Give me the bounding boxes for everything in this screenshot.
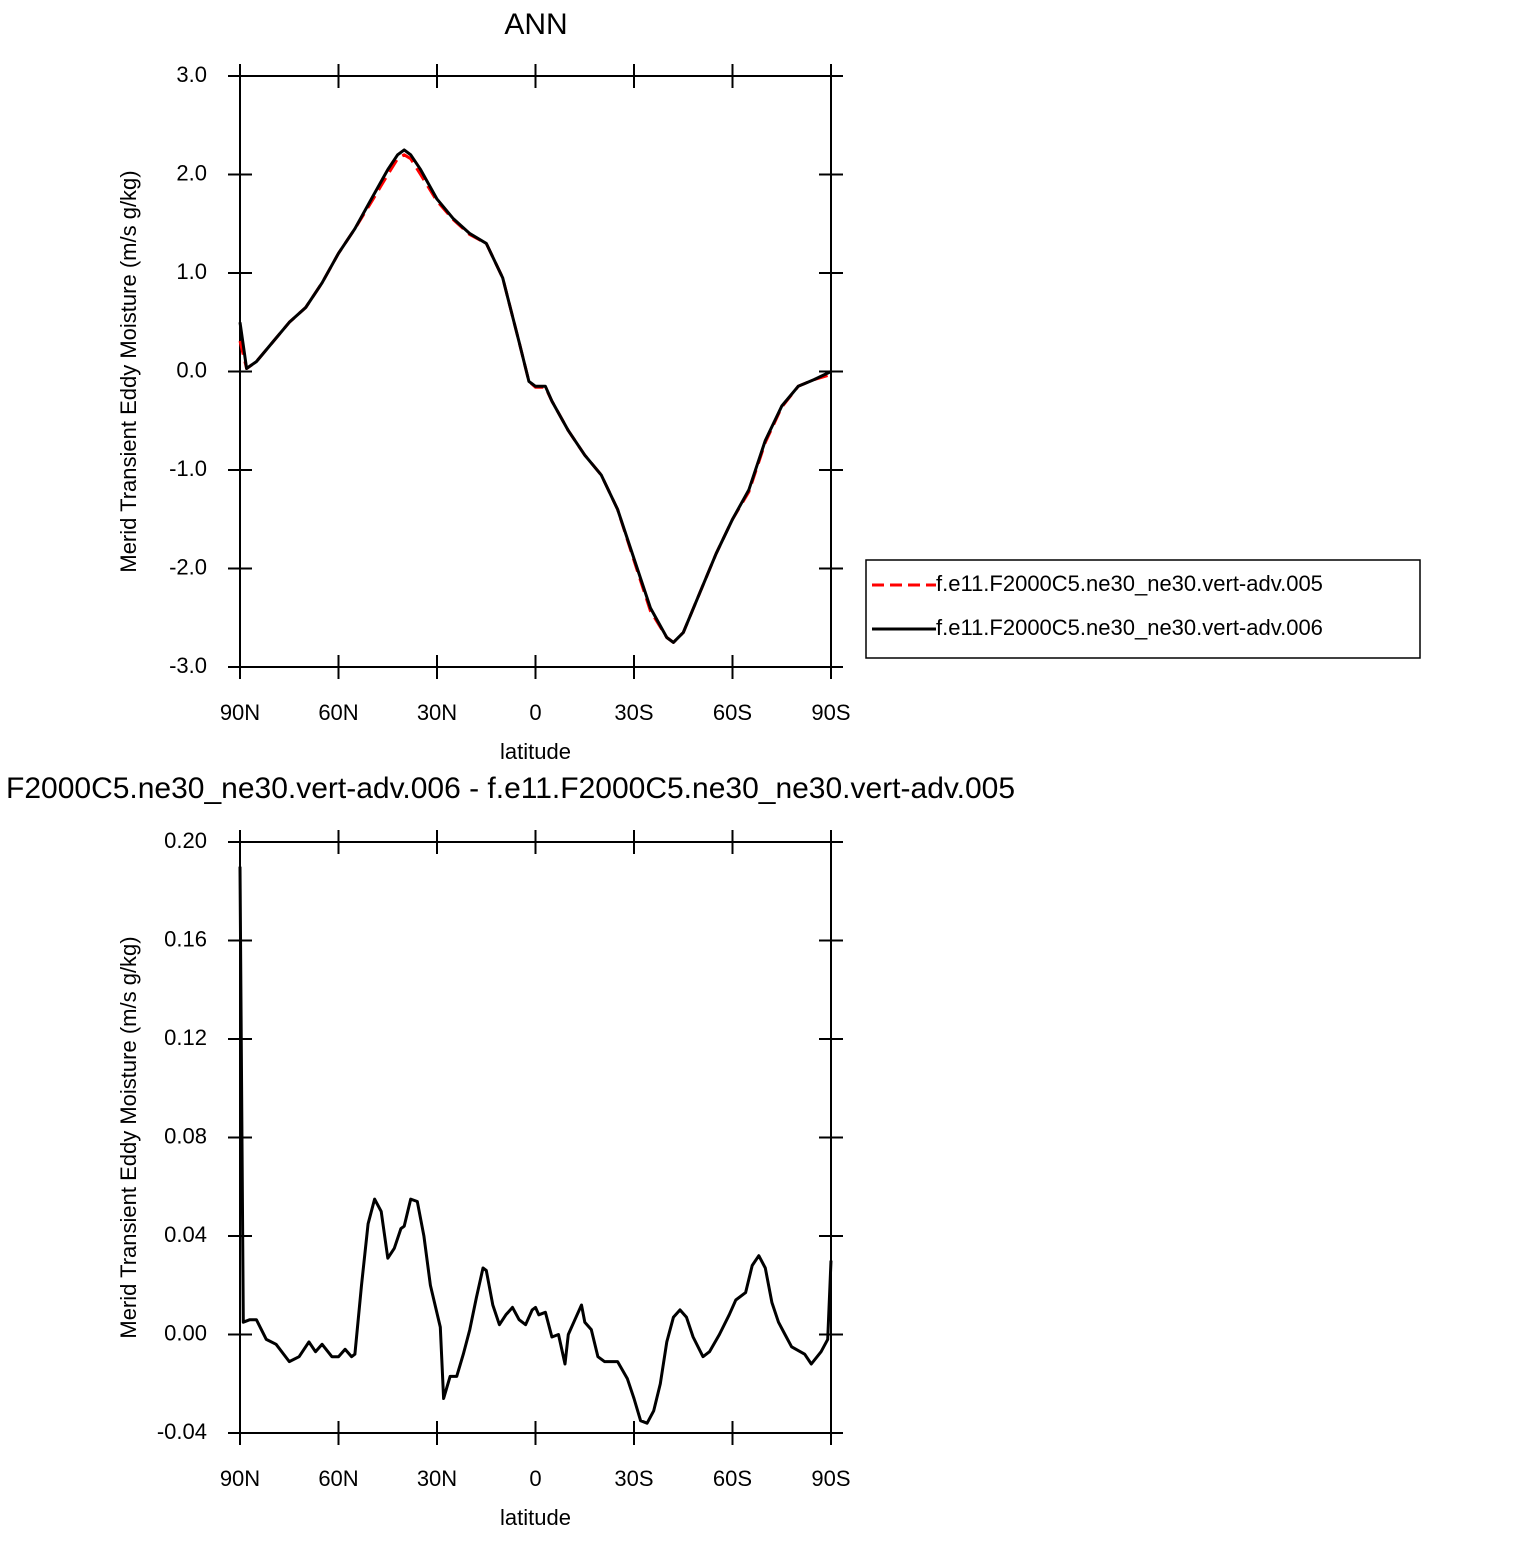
data-line [238, 153, 832, 644]
x-tick-label: 90S [811, 700, 850, 725]
x-tick-label: 90N [220, 700, 260, 725]
y-tick-label: 0.08 [164, 1123, 207, 1148]
legend-label: f.e11.F2000C5.ne30_ne30.vert-adv.006 [936, 615, 1323, 640]
legend-box [865, 559, 1421, 659]
y-tick-label: 0.12 [164, 1025, 207, 1050]
y-tick-label: 1.0 [176, 259, 207, 284]
x-tick-label: 60S [713, 1466, 752, 1491]
y-tick-label: 2.0 [176, 160, 207, 185]
y-tick-label: 0.00 [164, 1320, 207, 1345]
x-axis-label: latitude [500, 739, 571, 764]
y-tick-label: -3.0 [169, 653, 207, 678]
y-tick-label: -2.0 [169, 554, 207, 579]
y-tick-label: 0.20 [164, 828, 207, 853]
x-tick-label: 0 [529, 700, 541, 725]
x-tick-label: 30S [614, 700, 653, 725]
legend-label: f.e11.F2000C5.ne30_ne30.vert-adv.005 [936, 571, 1323, 596]
x-tick-label: 60N [318, 700, 358, 725]
y-tick-label: 3.0 [176, 62, 207, 87]
y-tick-label: -0.04 [157, 1419, 207, 1444]
x-tick-label: 90N [220, 1466, 260, 1491]
x-tick-label: 60S [713, 700, 752, 725]
x-tick-label: 90S [811, 1466, 850, 1491]
x-tick-label: 30S [614, 1466, 653, 1491]
y-axis-label: Merid Transient Eddy Moisture (m/s g/kg) [116, 936, 141, 1338]
plot-frame [239, 841, 832, 1434]
x-tick-label: 30N [417, 1466, 457, 1491]
data-line [238, 866, 833, 1425]
x-tick-label: 0 [529, 1466, 541, 1491]
y-axis-label: Merid Transient Eddy Moisture (m/s g/kg) [116, 170, 141, 572]
y-tick-label: 0.04 [164, 1222, 207, 1247]
y-tick-label: 0.0 [176, 357, 207, 382]
data-line [238, 148, 832, 644]
y-tick-label: -1.0 [169, 456, 207, 481]
x-tick-label: 30N [417, 700, 457, 725]
x-tick-label: 60N [318, 1466, 358, 1491]
chart-title: ANN [504, 8, 567, 41]
chart-title: F2000C5.ne30_ne30.vert-adv.006 - f.e11.F… [6, 772, 1015, 805]
y-tick-label: 0.16 [164, 926, 207, 951]
x-axis-label: latitude [500, 1505, 571, 1530]
plot-frame [239, 75, 832, 668]
